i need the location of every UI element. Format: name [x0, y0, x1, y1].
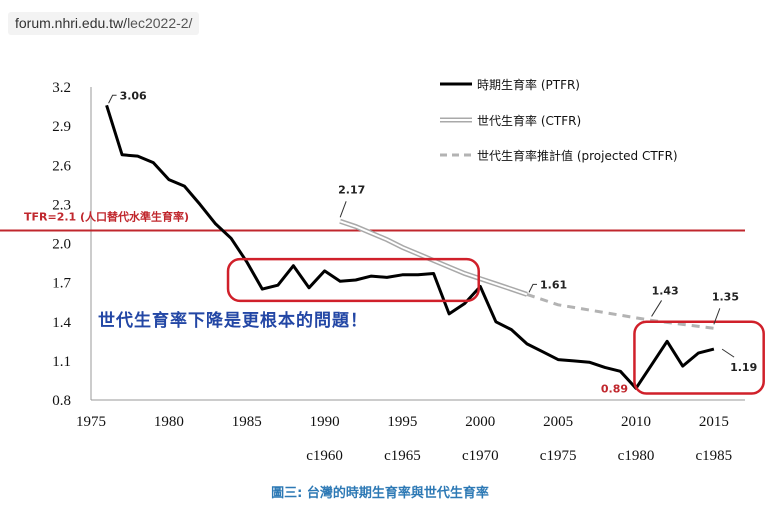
cohort-tick-label: c1960	[306, 448, 343, 464]
y-tick-label: 1.4	[52, 315, 71, 331]
annotation-leader	[108, 94, 117, 104]
x-tick-labels: 1975 1980 1985 1990 1995 2000 2005 2010 2015	[76, 414, 729, 430]
y-tick-label: 2.3	[52, 197, 71, 213]
legend-label-ptfr: 時期生育率 (PTFR)	[477, 77, 580, 92]
legend: 時期生育率 (PTFR) 世代生育率 (CTFR) 世代生育率推計值 (proj…	[440, 77, 678, 163]
annotation-leader	[713, 308, 721, 325]
ctfr-line-inner	[339, 220, 528, 296]
x-tick-label: 2000	[465, 414, 495, 430]
x-tick-label: 1975	[76, 414, 106, 430]
y-tick-label: 3.2	[52, 80, 71, 96]
x-tick-label: 1980	[154, 414, 184, 430]
legend-label-ctfr: 世代生育率 (CTFR)	[477, 113, 581, 128]
value-label: 3.06	[120, 89, 147, 102]
value-label: 0.89	[601, 382, 628, 395]
url-bar[interactable]: forum.nhri.edu.tw/lec2022-2/	[8, 12, 200, 35]
cohort-tick-labels: c1960 c1965 c1970 c1975 c1980 c1985	[306, 448, 732, 464]
value-label: 2.17	[338, 183, 365, 196]
x-tick-label: 1995	[387, 414, 417, 430]
y-tick-labels: 3.2 2.9 2.6 2.3 2.0 1.7 1.4 1.1 0.8	[52, 80, 71, 409]
replacement-level-label: TFR=2.1 (人口替代水準生育率)	[24, 209, 189, 223]
series-layer	[105, 104, 715, 390]
y-tick-label: 1.1	[52, 354, 71, 370]
overlay-annotation: 世代生育率下降是更根本的問題！	[98, 310, 368, 331]
annotation-leader	[528, 283, 537, 293]
figure-caption: 圖三: 台灣的時期生育率與世代生育率	[271, 485, 489, 501]
y-tick-label: 2.6	[52, 158, 71, 174]
value-label: 1.43	[652, 284, 679, 297]
value-label: 1.35	[712, 290, 739, 303]
y-tick-label: 0.8	[52, 393, 71, 409]
highlight-boxes	[226, 257, 765, 395]
annotation-leader	[339, 201, 347, 218]
url-host: forum.nhri.edu.tw/	[15, 15, 128, 31]
cohort-tick-label: c1985	[696, 448, 733, 464]
y-tick-label: 2.9	[52, 119, 71, 135]
cohort-tick-label: c1970	[462, 448, 499, 464]
x-tick-label: 2015	[699, 414, 729, 430]
x-tick-label: 1990	[310, 414, 340, 430]
projected-ctfr-line	[526, 292, 715, 330]
url-path: lec2022-2/	[127, 15, 193, 31]
ptfr-line	[105, 104, 715, 390]
cohort-tick-label: c1965	[384, 448, 421, 464]
x-tick-label: 2010	[621, 414, 651, 430]
highlight-box	[226, 257, 480, 303]
y-tick-label: 1.7	[52, 276, 71, 292]
cohort-tick-label: c1980	[618, 448, 655, 464]
highlight-box	[633, 320, 765, 395]
cohort-tick-label: c1975	[540, 448, 577, 464]
x-tick-label: 1985	[232, 414, 262, 430]
value-annotations: 3.06 2.17 1.61 1.43 1.35 1.19 0.89	[108, 89, 757, 395]
y-tick-label: 2.0	[52, 237, 71, 253]
legend-label-projected: 世代生育率推計值 (projected CTFR)	[477, 148, 678, 163]
value-label: 1.19	[730, 361, 757, 374]
x-tick-label: 2005	[543, 414, 573, 430]
annotation-leader	[651, 300, 662, 317]
annotation-leader	[721, 348, 735, 358]
value-label: 1.61	[540, 278, 567, 291]
